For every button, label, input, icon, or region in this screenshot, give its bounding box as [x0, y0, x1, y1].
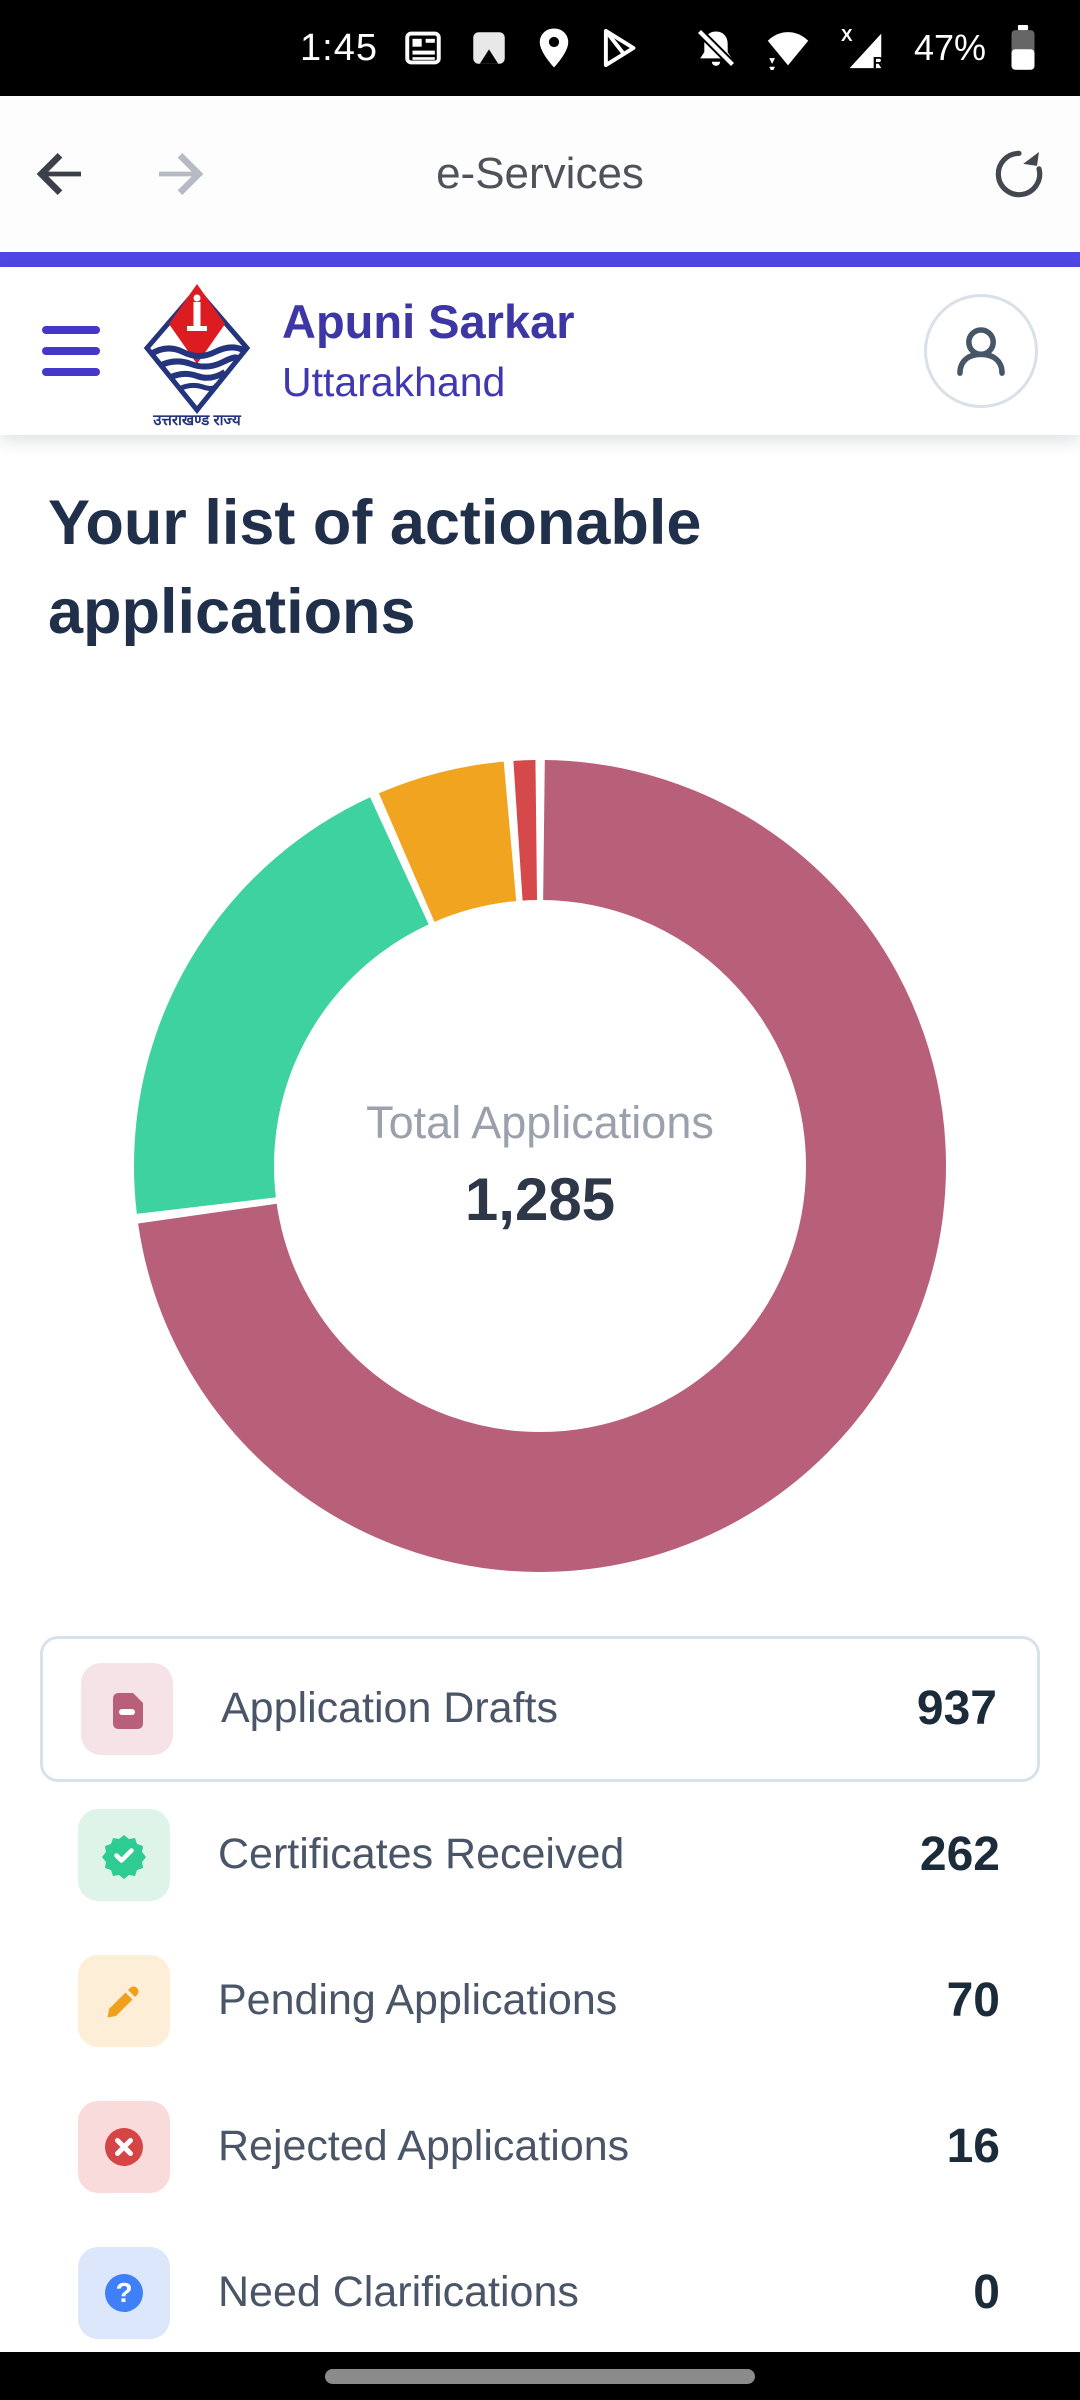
brand-block: Apuni Sarkar Uttarakhand — [282, 295, 575, 406]
donut-segment-1 — [134, 759, 946, 1572]
stat-label: Certificates Received — [218, 1830, 625, 1879]
status-bar-right: X R 47% — [694, 25, 1036, 71]
gesture-handle[interactable] — [325, 2368, 755, 2384]
donut-center-label: Total Applications — [366, 1097, 714, 1149]
profile-button[interactable] — [924, 294, 1038, 408]
draft-note-icon — [113, 1692, 143, 1729]
badge-check-icon — [102, 1834, 146, 1879]
signal-roaming-label: R — [873, 55, 885, 71]
browser-reload-button[interactable] — [988, 143, 1050, 205]
stat-label: Application Drafts — [221, 1684, 558, 1733]
user-icon — [957, 327, 1005, 376]
stat-row-certificates-received[interactable]: Certificates Received 262 — [40, 1782, 1040, 1928]
stat-value: 0 — [973, 2266, 1000, 2320]
logo-caption: उत्तराखण्ड राज्य — [152, 412, 242, 426]
signal-x-label: X — [841, 25, 853, 45]
question-glyph: ? — [115, 2277, 132, 2308]
stat-value: 70 — [946, 1974, 1000, 2028]
stats-list: Application Drafts 937 Certificates Rece… — [40, 1635, 1040, 2366]
browser-forward-button[interactable] — [120, 146, 240, 202]
app-name: Apuni Sarkar — [282, 295, 575, 349]
circle-question-icon: ? — [105, 2273, 143, 2312]
icon-tile — [78, 2100, 170, 2193]
main-content: Your list of actionable applications Tot… — [0, 435, 1080, 2366]
circle-x-icon — [105, 2127, 143, 2166]
icon-tile — [81, 1662, 173, 1755]
stat-value: 16 — [946, 2120, 1000, 2174]
stat-row-need-clarifications[interactable]: ? Need Clarifications 0 — [40, 2220, 1040, 2366]
pencil-icon — [107, 1986, 139, 2018]
icon-tile: ? — [78, 2246, 170, 2339]
icon-tile — [78, 1954, 170, 2047]
stat-row-pending-applications[interactable]: Pending Applications 70 — [40, 1928, 1040, 2074]
page-load-progress-bar — [0, 252, 1080, 267]
stat-label: Rejected Applications — [218, 2122, 630, 2171]
news-icon — [405, 31, 441, 65]
donut-chart-svg — [134, 759, 946, 1572]
photos-icon — [473, 32, 505, 64]
stat-value: 262 — [919, 1828, 1000, 1882]
browser-toolbar: e-Services — [0, 96, 1080, 252]
stat-row-rejected-applications[interactable]: Rejected Applications 16 — [40, 2074, 1040, 2220]
status-bar-left: 1:45 — [300, 27, 640, 70]
forward-arrow-icon — [159, 153, 204, 195]
menu-button[interactable] — [42, 326, 100, 376]
uttarakhand-logo: उत्तराखण्ड राज्य — [143, 284, 251, 426]
page-heading: Your list of actionable applications — [48, 488, 702, 648]
reload-icon — [995, 150, 1043, 198]
notifications-off-icon — [696, 28, 736, 68]
battery-percent: 47% — [913, 27, 986, 68]
battery-icon — [1011, 25, 1035, 70]
app-header: उत्तराखण्ड राज्य Apuni Sarkar Uttarakhan… — [0, 267, 1080, 435]
location-icon — [539, 28, 569, 68]
donut-segment-0 — [134, 759, 946, 1572]
stat-row-application-drafts[interactable]: Application Drafts 937 — [40, 1635, 1040, 1782]
stat-label: Need Clarifications — [218, 2268, 579, 2317]
icon-tile — [78, 1808, 170, 1901]
clock: 1:45 — [300, 26, 378, 69]
gesture-nav-bar — [0, 2352, 1080, 2400]
cellular-signal-icon: X R — [841, 25, 885, 71]
app-state: Uttarakhand — [282, 359, 506, 406]
status-bar: 1:45 — [0, 0, 1080, 96]
stat-value: 937 — [916, 1682, 997, 1736]
donut-center: Total Applications 1,285 — [134, 760, 946, 1572]
browser-back-button[interactable] — [0, 146, 120, 202]
donut-total-value: 1,285 — [464, 1166, 616, 1234]
donut-chart: Total Applications 1,285 — [134, 759, 946, 1572]
back-arrow-icon — [36, 153, 81, 195]
play-store-icon — [603, 28, 636, 68]
stat-label: Pending Applications — [218, 1976, 618, 2025]
wifi-icon — [767, 32, 809, 70]
